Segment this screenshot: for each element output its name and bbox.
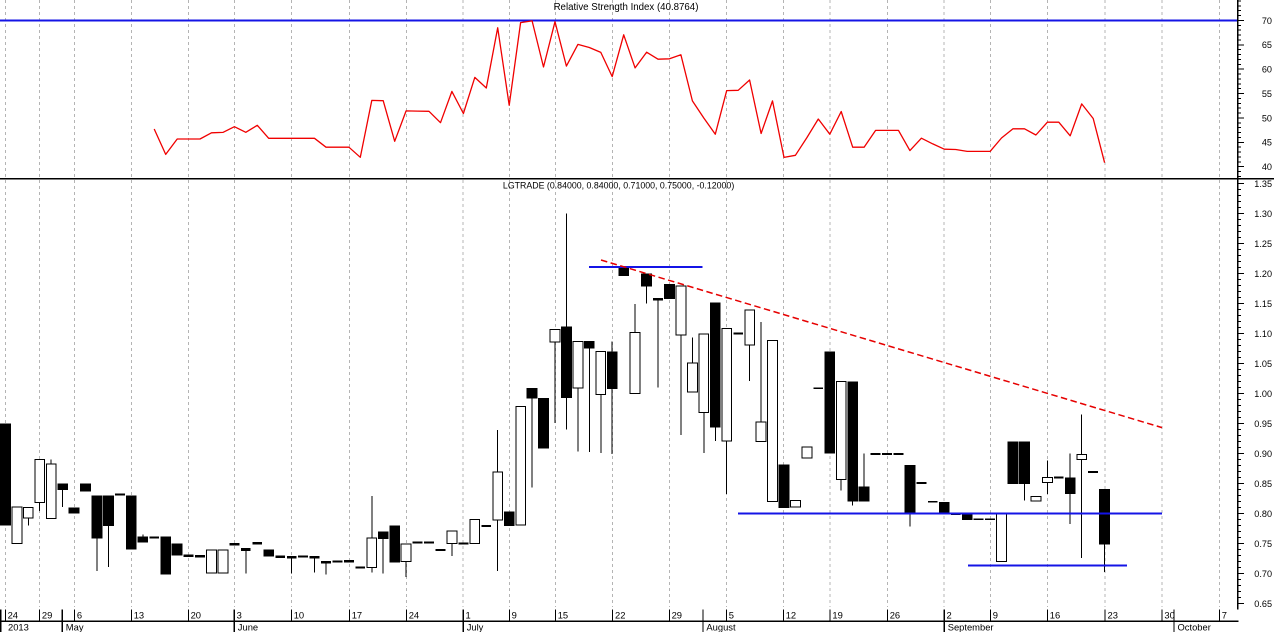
svg-text:9: 9 [993,610,998,621]
svg-text:0.90: 0.90 [1254,449,1272,459]
svg-text:65: 65 [1262,40,1272,50]
svg-text:20: 20 [191,610,201,621]
svg-text:0.95: 0.95 [1254,419,1272,429]
svg-text:16: 16 [1050,610,1060,621]
svg-text:17: 17 [352,610,362,621]
svg-text:1.10: 1.10 [1254,329,1272,339]
svg-text:6: 6 [77,610,82,621]
svg-text:23: 23 [1108,610,1118,621]
svg-text:1: 1 [466,610,471,621]
svg-text:August: August [706,622,736,632]
svg-text:0.80: 0.80 [1254,509,1272,519]
svg-text:55: 55 [1262,89,1272,99]
svg-text:26: 26 [890,610,900,621]
svg-text:10: 10 [294,610,304,621]
svg-text:60: 60 [1262,65,1272,75]
svg-text:July: July [467,622,484,632]
svg-text:12: 12 [786,610,796,621]
svg-text:September: September [948,622,994,632]
svg-text:15: 15 [558,610,568,621]
svg-text:5: 5 [729,610,734,621]
svg-text:0.85: 0.85 [1254,479,1272,489]
svg-text:Relative Strength Index (40.87: Relative Strength Index (40.8764) [554,2,699,13]
svg-text:50: 50 [1262,113,1272,123]
svg-text:22: 22 [615,610,625,621]
svg-text:70: 70 [1262,16,1272,26]
svg-text:40: 40 [1262,162,1272,172]
svg-text:24: 24 [409,610,419,621]
svg-text:October: October [1178,622,1211,632]
svg-text:1.30: 1.30 [1254,209,1272,219]
svg-text:30: 30 [1164,610,1174,621]
svg-text:1.15: 1.15 [1254,299,1272,309]
svg-text:1.05: 1.05 [1254,359,1272,369]
svg-text:1.25: 1.25 [1254,239,1272,249]
svg-text:13: 13 [134,610,144,621]
svg-text:2: 2 [947,610,952,621]
svg-text:3: 3 [237,610,242,621]
svg-text:19: 19 [832,610,842,621]
svg-text:1.20: 1.20 [1254,269,1272,279]
svg-text:9: 9 [512,610,517,621]
svg-text:45: 45 [1262,138,1272,148]
svg-text:LGTRADE (0.84000, 0.84000, 0.7: LGTRADE (0.84000, 0.84000, 0.71000, 0.75… [503,181,734,191]
svg-text:2013: 2013 [8,622,29,632]
svg-text:0.75: 0.75 [1254,539,1272,549]
svg-text:29: 29 [42,610,52,621]
svg-text:0.65: 0.65 [1254,599,1272,609]
svg-text:0.70: 0.70 [1254,569,1272,579]
svg-text:24: 24 [8,610,18,621]
svg-text:May: May [66,622,84,632]
svg-text:1.35: 1.35 [1254,179,1272,189]
svg-text:7: 7 [1222,610,1227,621]
svg-text:29: 29 [672,610,682,621]
svg-text:1.00: 1.00 [1254,389,1272,399]
svg-text:June: June [238,622,258,632]
